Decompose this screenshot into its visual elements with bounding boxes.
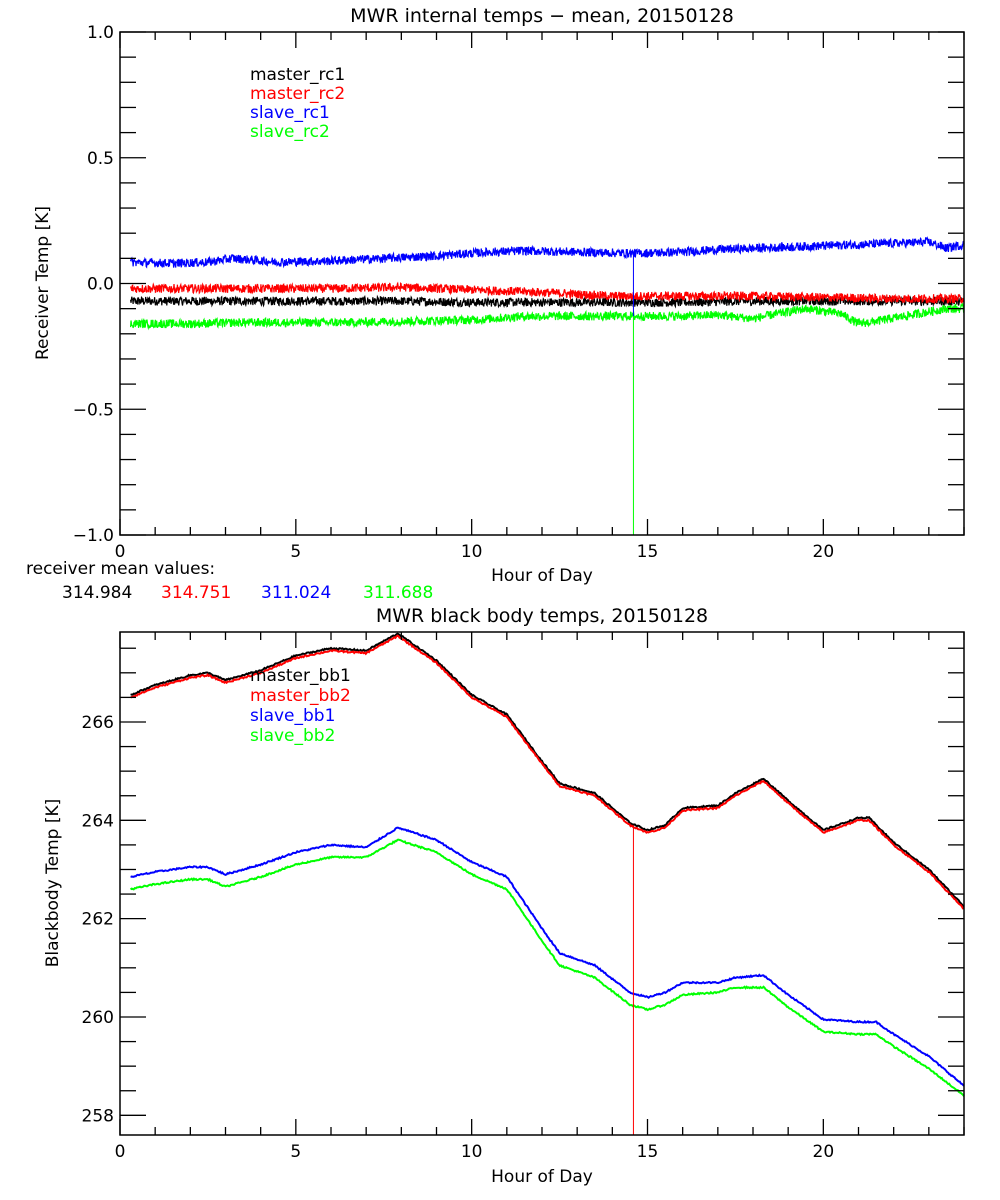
legend-item-master_rc1: master_rc1 [250,65,345,85]
y-tick-label: 258 [82,1106,114,1126]
series-line-slave_bb2 [129,838,965,1097]
bottom-x-axis-label: Hour of Day [491,1167,593,1187]
top-series-group [130,236,965,535]
legend-item-slave_rc1: slave_rc1 [250,103,330,123]
x-tick-label: 5 [290,542,301,562]
top-chart-title: MWR internal temps − mean, 20150128 [350,5,734,27]
bottom-y-axis-label: Blackbody Temp [K] [43,799,63,968]
bottom-series-group [129,632,965,1135]
legend-item-slave_rc2: slave_rc2 [250,122,330,142]
series-line-master_bb2 [130,634,965,910]
blackbody-temps-panel: MWR black body temps, 20150128 0 5 10 15 20 2… [43,605,965,1187]
series-line-master_rc2 [130,281,965,305]
x-tick-label: 10 [461,1142,483,1162]
y-tick-label: 0.0 [87,275,114,295]
x-tick-label: 10 [461,542,483,562]
mean-value-master_rc2: 314.751 [161,583,231,603]
y-tick-label: 260 [82,1008,114,1028]
receiver-mean-values: 314.984 314.751 311.024 311.688 [62,583,433,603]
x-tick-label: 20 [813,542,835,562]
x-tick-label: 0 [115,1142,126,1162]
mean-value-slave_rc2: 311.688 [363,583,433,603]
legend-item-master_rc2: master_rc2 [250,84,345,104]
y-tick-label: −1.0 [73,526,114,546]
y-tick-label: 1.0 [87,23,114,43]
legend-item-slave_bb2: slave_bb2 [250,726,335,746]
series-line-slave_rc1 [130,236,965,269]
x-tick-label: 5 [290,1142,301,1162]
legend-item-slave_bb1: slave_bb1 [250,706,335,726]
legend-item-master_bb2: master_bb2 [250,686,351,706]
receiver-temps-panel: MWR internal temps − mean, 20150128 0 5 10… [26,5,965,603]
y-tick-label: 266 [82,713,114,733]
top-ticks: 0 5 10 15 20 −1.0 −0.5 0.0 0.5 1.0 [73,23,965,562]
series-line-master_bb1 [130,632,965,908]
x-tick-label: 0 [115,542,126,562]
bottom-chart-title: MWR black body temps, 20150128 [376,605,708,627]
bottom-ticks: 0 5 10 15 20 258 260 262 264 266 [82,632,965,1162]
x-tick-label: 20 [813,1142,835,1162]
legend-item-master_bb1: master_bb1 [250,666,351,686]
x-tick-label: 15 [637,1142,659,1162]
receiver-mean-label: receiver mean values: [26,559,215,579]
series-line-slave_bb1 [130,826,965,1087]
mean-value-slave_rc1: 311.024 [261,583,331,603]
top-x-axis-label: Hour of Day [491,566,593,586]
y-tick-label: 0.5 [87,149,114,169]
y-tick-label: 262 [82,910,114,930]
y-tick-label: −0.5 [73,400,114,420]
x-tick-label: 15 [637,542,659,562]
mean-value-master_rc1: 314.984 [62,583,132,603]
top-y-axis-label: Receiver Temp [K] [33,206,53,360]
y-tick-label: 264 [82,811,114,831]
series-line-slave_rc2 [130,302,965,331]
